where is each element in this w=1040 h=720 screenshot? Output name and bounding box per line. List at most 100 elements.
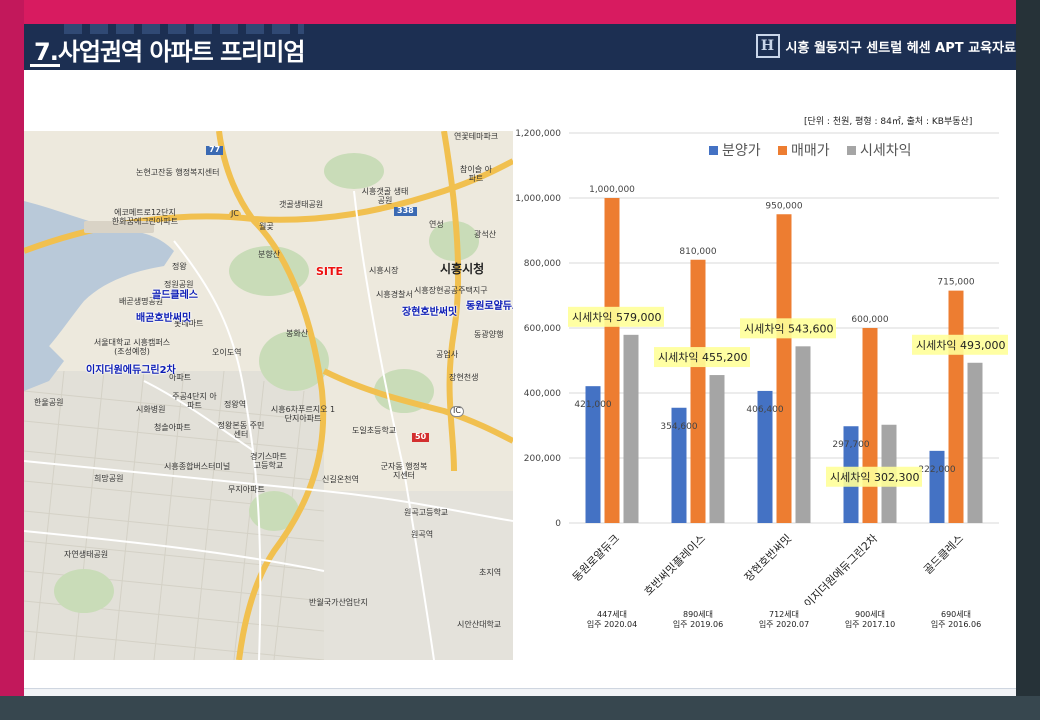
brand-logo-icon: H xyxy=(755,34,780,58)
map-label: 군자동 행정복지센터 xyxy=(380,462,428,480)
map-label: 경기스마트 고등학교 xyxy=(250,452,287,470)
bar-매매가 xyxy=(604,198,620,523)
premium-bar-chart: 0 200,000 400,000 600,000 800,000 1,000,000 1,… xyxy=(515,129,1008,605)
map-label: 참이슬 아파트 xyxy=(460,165,492,183)
map-label: 원곡고등학교 xyxy=(404,508,449,517)
apartment-label: 골드클레스 xyxy=(152,290,198,301)
legend-swatch xyxy=(709,146,718,155)
move-in-date: 입주 2016.06 xyxy=(930,620,982,630)
map-label: 무지아파트 xyxy=(228,485,265,494)
map-label: 시흥종합버스터미널 xyxy=(164,462,231,471)
data-label: 950,000 xyxy=(765,201,802,211)
apartment-label: 장현호반써밋 xyxy=(402,307,458,318)
data-label-bg xyxy=(912,334,1008,355)
map-label: 시흥6차푸르지오 1단지아파트 xyxy=(270,405,336,423)
map-graphics xyxy=(24,131,513,660)
household-info: 690세대 입주 2016.06 xyxy=(916,610,996,631)
map-apartment-block xyxy=(84,221,154,233)
map-industrial-area xyxy=(324,491,513,660)
city-hall-label: 시흥시청 xyxy=(440,262,485,276)
slide-content: 연꽃테마파크 논현고잔동 행정복지센터 에코메트로12단지 한화꿈에그린아파트 … xyxy=(24,70,1016,696)
y-tick-label: 1,200,000 xyxy=(515,129,561,139)
y-tick-label: 400,000 xyxy=(524,389,561,399)
move-in-date: 입주 2017.10 xyxy=(844,620,896,630)
bar-분양가 xyxy=(585,386,601,523)
map-label: 장현천생 xyxy=(449,373,479,382)
map-label: 시안산대학교 xyxy=(457,620,502,629)
map-highways xyxy=(24,131,513,660)
data-label: 421,000 xyxy=(574,400,611,410)
household-info: 900세대 입주 2017.10 xyxy=(830,610,910,631)
frame-left xyxy=(0,0,24,720)
data-label: 715,000 xyxy=(937,278,974,288)
x-tick-label: 골드클레스 xyxy=(921,532,966,577)
household-count: 712세대 xyxy=(769,610,799,619)
brand-text: 시흥 월동지구 센트럴 헤센 APT 교육자료 xyxy=(785,40,1017,56)
map-label: 반월국가산업단지 xyxy=(309,598,368,607)
data-label: 시세차익 493,000 xyxy=(916,339,1005,352)
map-label: 연꽃테마파크 xyxy=(454,132,499,141)
map-label: 희망공원 xyxy=(94,474,124,483)
site-marker: SITE xyxy=(316,265,344,278)
data-label: 810,000 xyxy=(679,247,716,257)
y-tick-label: 800,000 xyxy=(524,259,561,269)
map-label: 신길온천역 xyxy=(322,475,359,484)
household-count: 447세대 xyxy=(597,610,627,619)
unit-note: [단위 : 천원, 평형 : 84㎡, 출처 : KB부동산] xyxy=(804,117,973,127)
road-badge: IC xyxy=(450,406,464,417)
map-label: 동광양행 xyxy=(474,330,504,339)
household-count: 690세대 xyxy=(941,610,971,619)
bar-매매가 xyxy=(776,214,792,523)
bar-시세차익 xyxy=(795,346,811,523)
y-tick-label: 600,000 xyxy=(524,324,561,334)
frame-right xyxy=(1016,0,1040,720)
map-label: 원곡역 xyxy=(411,530,434,539)
road-badge: 338 xyxy=(394,206,417,216)
map-label: 서울대학교 시흥캠퍼스(조성예정) xyxy=(93,338,171,356)
map-label: 광석산 xyxy=(474,230,497,239)
move-in-date: 입주 2020.04 xyxy=(586,620,638,630)
title-underline xyxy=(30,64,60,67)
map-label: 시흥시장 xyxy=(369,266,399,275)
data-label: 354,600 xyxy=(660,422,697,432)
apartment-label: 이지더원에듀그린2차 xyxy=(86,365,176,376)
legend-swatch xyxy=(778,146,787,155)
footer-line xyxy=(24,688,1016,696)
household-info: 447세대 입주 2020.04 xyxy=(572,610,652,631)
household-info: 890세대 입주 2019.06 xyxy=(658,610,738,631)
x-tick-label: 장현호반써밋 xyxy=(742,532,794,584)
x-tick-label: 호반써밋플레이스 xyxy=(642,532,708,598)
data-label: 시세차익 302,300 xyxy=(830,471,919,484)
brand: H 시흥 월동지구 센트럴 헤센 APT 교육자료 xyxy=(755,34,1017,58)
map-label: 자연생태공원 xyxy=(64,550,109,559)
map-roads xyxy=(24,190,513,660)
map-label: 에코메트로12단지 한화꿈에그린아파트 xyxy=(111,208,179,226)
map-label: 정왕역 xyxy=(224,400,247,409)
road-badge: 77 xyxy=(206,145,224,155)
map-bay xyxy=(24,341,64,391)
map-label: 청솔아파트 xyxy=(154,423,191,432)
road-badge: 50 xyxy=(412,432,430,442)
data-label-bg xyxy=(826,466,922,487)
household-count: 890세대 xyxy=(683,610,713,619)
household-info: 712세대 입주 2020.07 xyxy=(744,610,824,631)
bar-시세차익 xyxy=(623,334,639,523)
map-label: 정왕본동 주민센터 xyxy=(217,421,265,439)
map-label: 시흥갯골 생태공원 xyxy=(361,187,409,205)
bar-매매가 xyxy=(948,290,964,523)
data-label: 1,000,000 xyxy=(589,185,635,195)
map-label: 정왕 xyxy=(172,262,187,271)
map-label: 연성 xyxy=(429,220,444,229)
map-label: 공업사 xyxy=(436,350,459,359)
apartment-label: 동원로얄듀크 xyxy=(466,301,513,312)
map-label: 시흥장현공공주택지구 xyxy=(414,286,488,295)
y-tick-label: 1,000,000 xyxy=(515,194,561,204)
map-label: 배곧생명공원 xyxy=(119,297,164,306)
y-tick-label: 200,000 xyxy=(524,454,561,464)
map-label: 월곶 xyxy=(259,222,274,231)
map-label: 주공4단지 아파트 xyxy=(172,392,217,410)
map-label: 롯데마트 xyxy=(174,319,204,328)
data-label-bg xyxy=(568,306,664,327)
data-label: 406,400 xyxy=(746,405,783,415)
data-label: 600,000 xyxy=(851,315,888,325)
